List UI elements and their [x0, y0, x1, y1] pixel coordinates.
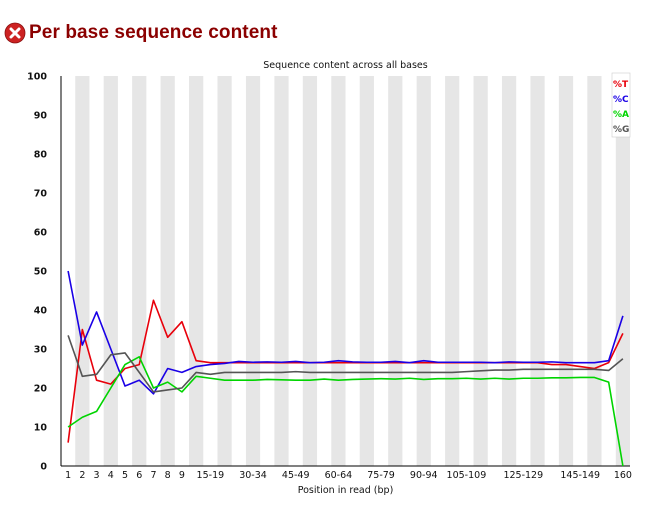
grid-band — [473, 76, 488, 466]
legend: %T %C %A %G — [611, 72, 631, 138]
y-tick-label: 50 — [34, 267, 48, 278]
x-tick-label: 105-109 — [447, 470, 487, 481]
grid-band — [302, 76, 318, 466]
y-tick-label: 10 — [34, 423, 48, 434]
series-line-g — [67, 335, 624, 393]
grid-band — [359, 76, 374, 466]
legend-item: %G — [613, 125, 629, 135]
x-tick-label: 2 — [79, 470, 85, 481]
grid-band — [445, 76, 460, 466]
x-tick-label: 160 — [614, 470, 632, 481]
legend-item: %T — [613, 80, 629, 90]
series-line-a — [67, 355, 624, 467]
legend-item: %A — [613, 110, 629, 120]
y-tick-label: 20 — [34, 384, 48, 395]
grid-band — [558, 76, 574, 466]
x-tick-label: 90-94 — [410, 470, 438, 481]
section-title: Per base sequence content — [29, 22, 278, 43]
series-line-c — [67, 270, 624, 395]
grid-band — [245, 76, 261, 466]
x-tick-label: 7 — [150, 470, 156, 481]
grid-band — [501, 76, 517, 466]
x-tick-label: 3 — [94, 470, 100, 481]
y-tick-label: 70 — [34, 189, 48, 200]
grid-band — [587, 76, 602, 466]
grid-band — [274, 76, 289, 466]
x-tick-label: 30-34 — [239, 470, 267, 481]
x-tick-label: 4 — [108, 470, 114, 481]
grid-band — [388, 76, 403, 466]
error-icon — [4, 22, 26, 44]
y-tick-label: 100 — [27, 72, 47, 83]
grid-band — [615, 76, 630, 466]
grid-band — [132, 76, 147, 466]
y-tick-label: 80 — [34, 150, 48, 161]
y-tick-label: 60 — [34, 228, 48, 239]
chart-title: Sequence content across all bases — [263, 60, 428, 71]
x-axis-ticks: 1 2 3 4 5 6 7 8 9 15-19 30-34 45-49 60-64 75-79 90-94 1… — [65, 470, 632, 481]
grid-band — [160, 76, 175, 466]
legend-item: %C — [613, 95, 629, 105]
grid-band — [331, 76, 346, 466]
x-tick-label: 75-79 — [367, 470, 395, 481]
x-axis-label: Position in read (bp) — [298, 485, 394, 496]
grid-band — [75, 76, 90, 466]
grid-band — [217, 76, 232, 466]
x-tick-label: 8 — [165, 470, 171, 481]
legend-box — [611, 72, 631, 138]
section-header: Per base sequence content — [4, 20, 278, 46]
x-tick-label: 125-129 — [503, 470, 543, 481]
x-tick-label: 9 — [179, 470, 185, 481]
series-lines — [67, 270, 624, 467]
x-tick-label: 6 — [136, 470, 142, 481]
background-bands — [75, 76, 630, 466]
y-tick-label: 90 — [34, 111, 48, 122]
x-tick-label: 45-49 — [282, 470, 310, 481]
y-tick-label: 40 — [34, 306, 48, 317]
grid-band — [416, 76, 431, 466]
y-tick-label: 30 — [34, 345, 48, 356]
x-tick-label: 15-19 — [197, 470, 225, 481]
grid-band — [530, 76, 545, 466]
x-tick-label: 145-149 — [560, 470, 600, 481]
x-tick-label: 60-64 — [325, 470, 353, 481]
grid-band — [189, 76, 204, 466]
axes — [60, 76, 630, 467]
x-tick-label: 1 — [65, 470, 71, 481]
grid-band — [103, 76, 118, 466]
y-axis-ticks: 0 10 20 30 40 50 60 70 80 90 100 — [27, 72, 47, 473]
y-tick-label: 0 — [40, 462, 47, 473]
x-tick-label: 5 — [122, 470, 128, 481]
